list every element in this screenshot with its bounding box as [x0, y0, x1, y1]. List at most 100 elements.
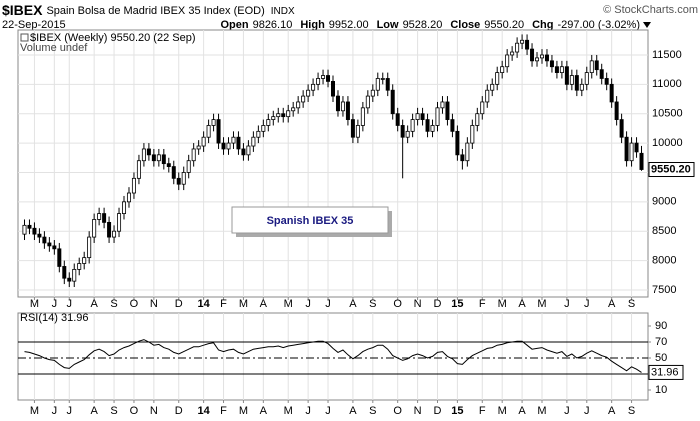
- candle-body: [176, 177, 181, 185]
- candle-body: [525, 39, 530, 50]
- candle-body: [117, 213, 122, 232]
- candle-body: [594, 60, 599, 71]
- x-tick-label: N: [150, 405, 158, 417]
- candle-body: [251, 136, 256, 147]
- candle-body: [256, 130, 261, 138]
- x-tick-label: D: [434, 405, 442, 417]
- candle-body: [42, 236, 47, 244]
- candle-body: [440, 101, 445, 109]
- candle-body: [141, 148, 146, 162]
- candle-body: [609, 83, 614, 103]
- candle-body: [231, 136, 236, 144]
- candle-body: [276, 113, 281, 118]
- price-panel: [17, 29, 649, 298]
- candle-body: [490, 83, 495, 91]
- candle-body: [395, 113, 400, 126]
- candle-body: [639, 152, 644, 170]
- candle-body: [166, 163, 171, 167]
- candle-body: [465, 142, 470, 162]
- candle-body: [425, 119, 430, 132]
- candle-body: [579, 83, 584, 91]
- candle-body: [345, 101, 350, 120]
- x-tick-label: J: [67, 405, 73, 417]
- x-tick-label: M: [30, 405, 39, 417]
- candle-body: [355, 125, 360, 138]
- candle-body: [485, 89, 490, 103]
- x-tick-label: A: [518, 405, 526, 417]
- candle-body: [410, 119, 415, 132]
- quote-label: Close: [450, 19, 480, 31]
- y-tick-label: 11500: [652, 49, 682, 61]
- y-tick-label: 7500: [652, 284, 676, 296]
- candle-body: [335, 95, 340, 112]
- candle-body: [629, 142, 634, 162]
- candle-body: [380, 78, 385, 80]
- x-tick-label: A: [349, 298, 357, 310]
- candle-body: [181, 172, 186, 185]
- x-tick-label: J: [325, 405, 331, 417]
- candle-body: [470, 125, 475, 144]
- quote-label: High: [300, 19, 325, 31]
- candle-body: [316, 78, 321, 85]
- candle-body: [385, 78, 390, 91]
- annotation-box: [231, 206, 389, 234]
- candle-body: [131, 177, 136, 194]
- x-tick-label: 14: [197, 405, 210, 417]
- x-tick-label: S: [110, 405, 117, 417]
- x-tick-label: F: [479, 298, 486, 310]
- candle-body: [420, 113, 425, 120]
- x-tick-label: A: [349, 405, 357, 417]
- y-tick-label: 10000: [652, 137, 683, 149]
- legend: $IBEX (Weekly) 9550.20 (22 Sep): [30, 32, 196, 44]
- quote-value: 9550.20: [484, 19, 524, 31]
- candle-body: [97, 213, 102, 220]
- candle-body: [221, 142, 226, 150]
- candle-body: [520, 39, 525, 44]
- x-tick-label: F: [220, 298, 227, 310]
- x-tick-label: M: [537, 405, 546, 417]
- x-tick-label: O: [130, 405, 139, 417]
- rsi-line: [24, 339, 642, 373]
- candle-body: [201, 136, 206, 147]
- x-tick-label: 14: [197, 298, 210, 310]
- x-tick-label: A: [260, 298, 268, 310]
- candle-body: [574, 75, 579, 91]
- candle-body: [206, 125, 211, 138]
- last-rsi-tag: [648, 364, 684, 380]
- quote-value: 9826.10: [253, 19, 293, 31]
- candle-body: [32, 227, 37, 235]
- candle-body: [151, 154, 156, 162]
- dropdown-arrow[interactable]: [643, 22, 651, 28]
- x-tick-label: F: [479, 405, 486, 417]
- candle-body: [405, 130, 410, 138]
- x-tick-label: D: [175, 405, 183, 417]
- x-tick-label: S: [628, 298, 635, 310]
- rsi-panel: [17, 312, 649, 401]
- candle-body: [634, 142, 639, 153]
- candle-body: [510, 51, 515, 56]
- x-tick-label: M: [30, 298, 39, 310]
- candle-body: [350, 119, 355, 138]
- x-tick-label: A: [608, 405, 616, 417]
- candle-body: [614, 101, 619, 120]
- x-tick-label: J: [305, 298, 311, 310]
- candle-body: [126, 192, 131, 203]
- x-tick-label: N: [414, 405, 422, 417]
- last-rsi-label: 31.96: [651, 366, 679, 378]
- title: $IBEX Spain Bolsa de Madrid IBEX 35 Index…: [2, 2, 295, 18]
- candle-body: [37, 233, 42, 238]
- x-tick-label: S: [369, 405, 376, 417]
- x-tick-label: M: [239, 405, 248, 417]
- x-tick-label: 15: [451, 405, 463, 417]
- candle-body: [505, 54, 510, 68]
- x-tick-label: J: [564, 405, 570, 417]
- candle-body: [535, 57, 540, 62]
- candle-body: [455, 130, 460, 156]
- candle-body: [624, 136, 629, 162]
- candle-body: [246, 145, 251, 156]
- candle-body: [107, 221, 112, 238]
- x-tick-label: J: [564, 298, 570, 310]
- x-tick-label: A: [90, 298, 98, 310]
- quote-value: -297.00 (-3.02%): [557, 19, 640, 31]
- candle-body: [306, 89, 311, 97]
